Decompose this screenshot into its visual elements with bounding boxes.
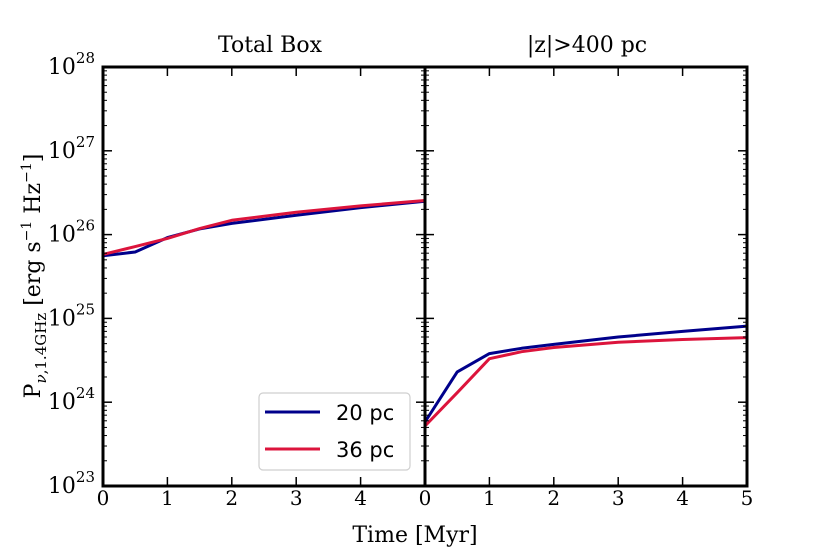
left-x-tick-label: 3 (290, 486, 303, 510)
left-y-tick-label: 1027 (48, 133, 95, 164)
left-y-tick-label: 1024 (48, 384, 95, 415)
left-x-tick-label: 2 (225, 486, 238, 510)
left-y-tick-label: 1025 (48, 300, 95, 331)
x-axis-label: Time [Myr] (352, 523, 477, 548)
left-series-line-20pc (102, 199, 426, 258)
left-x-tick-label: 4 (354, 486, 367, 510)
legend-label-20pc: 20 pc (336, 401, 394, 425)
tick-labels-layer: 0 1 2 3 4 1023 1024 1025 1026 1027 1028 0 1 2 3 4 5 (48, 49, 753, 510)
right-panel-title: |z|>400 pc (527, 33, 647, 58)
right-series-line-36pc (423, 336, 748, 428)
tick-marks-layer (102, 66, 748, 487)
right-x-tick-label: 4 (676, 486, 689, 510)
legend-label-36pc: 36 pc (336, 438, 394, 462)
left-y-tick-label: 1023 (48, 468, 95, 499)
right-x-tick-label: 3 (612, 486, 625, 510)
left-x-tick-label: 1 (161, 486, 174, 510)
left-y-tick-label: 1028 (48, 49, 95, 80)
right-x-tick-label: 2 (547, 486, 560, 510)
left-x-tick-label: 0 (97, 486, 110, 510)
left-y-tick-label: 1026 (48, 217, 95, 248)
right-x-tick-label: 1 (483, 486, 496, 510)
right-x-tick-label: 0 (419, 486, 432, 510)
legend: 20 pc 36 pc (258, 392, 411, 471)
y-axis-label: Pν,1.4GHz [erg s−1 Hz−1] (19, 154, 50, 399)
right-panel-frame (423, 65, 749, 488)
left-panel-title: Total Box (218, 33, 323, 58)
series-lines-layer (102, 199, 748, 428)
right-series-line-20pc (423, 324, 748, 423)
right-x-tick-label: 5 (741, 486, 754, 510)
left-series-line-36pc (102, 199, 426, 256)
